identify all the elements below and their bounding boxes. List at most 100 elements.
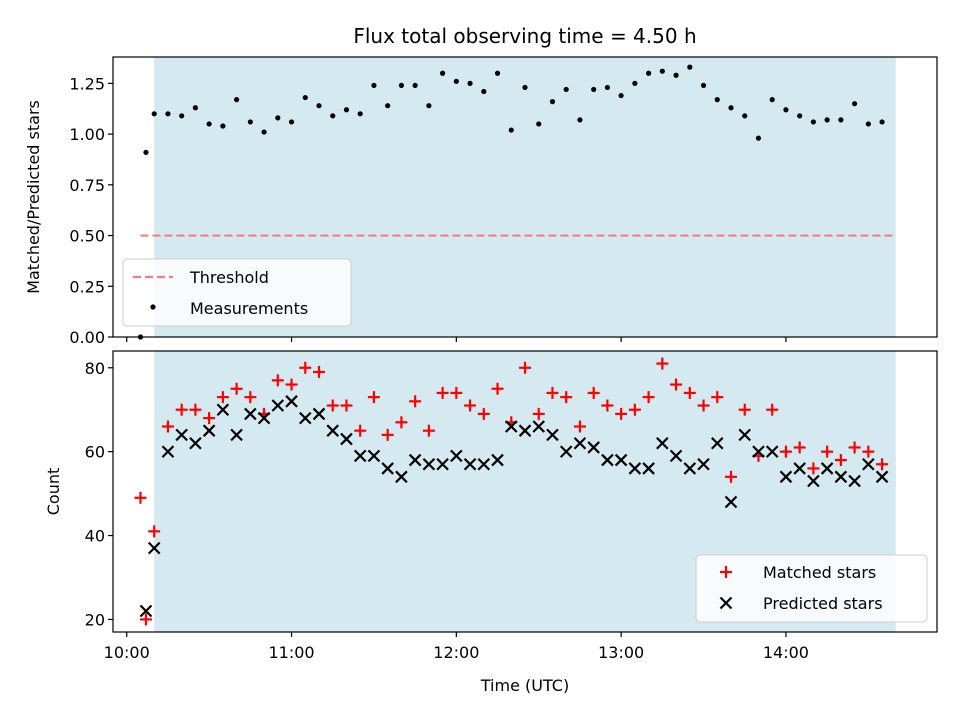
matched-star-point xyxy=(711,391,724,404)
predicted-star-point xyxy=(683,462,697,475)
measurement-point xyxy=(234,97,240,103)
measurement-point xyxy=(659,68,665,74)
bottom-y-ticks: 20 40 60 80 xyxy=(85,359,113,629)
measurement-point xyxy=(549,99,556,105)
measurement-point xyxy=(343,107,350,113)
predicted-star-point xyxy=(326,424,340,437)
predicted-star-point xyxy=(312,407,326,421)
measurement-point xyxy=(810,119,817,125)
measurement-point xyxy=(453,78,459,84)
predicted-star-point xyxy=(491,453,504,467)
predicted-star-point xyxy=(752,445,765,458)
measurement-point xyxy=(700,82,707,89)
predicted-star-point xyxy=(848,474,861,488)
measurement-point xyxy=(824,117,830,123)
measurement-point xyxy=(604,84,611,91)
matched-star-point xyxy=(244,391,257,404)
measurement-point xyxy=(879,119,885,125)
predicted-star-point xyxy=(477,457,491,471)
bottom-axes-frame xyxy=(112,350,938,633)
matched-star-point xyxy=(848,441,861,454)
predicted-star-point xyxy=(504,420,518,433)
legend-matched-label: Matched stars xyxy=(763,563,876,582)
matched-star-point xyxy=(834,454,847,467)
matched-star-point xyxy=(738,403,751,416)
measurement-point xyxy=(440,70,446,76)
top-legend: Threshold Measurements xyxy=(122,258,352,327)
predicted-star-point xyxy=(202,424,216,437)
predicted-star-point xyxy=(587,441,600,454)
top-x-ticks xyxy=(126,337,787,342)
measurement-point xyxy=(481,88,487,95)
top-axes-frame xyxy=(112,56,938,338)
matched-star-point xyxy=(642,391,655,404)
y-tick-label: 0.00 xyxy=(69,328,105,347)
x-tick-label: 10:00 xyxy=(104,643,150,662)
matched-star-point xyxy=(532,407,545,420)
matched-star-point xyxy=(354,424,367,437)
matched-star-point xyxy=(395,416,408,429)
matched-star-point xyxy=(560,391,573,404)
measurement-point xyxy=(330,113,336,119)
predicted-star-point xyxy=(669,449,683,463)
matched-star-point xyxy=(670,378,683,391)
y-tick-label: 20 xyxy=(85,610,105,629)
top-legend-box xyxy=(122,258,352,327)
measurement-point xyxy=(371,82,377,89)
measurement-point xyxy=(728,105,734,111)
matched-star-point xyxy=(367,391,380,404)
matched-stars-points xyxy=(134,357,889,626)
measurement-point xyxy=(577,117,583,123)
legend-measurements-label: Measurements xyxy=(190,299,308,318)
measurement-point xyxy=(714,97,720,103)
matched-star-point xyxy=(313,365,325,378)
matched-star-point xyxy=(148,525,161,538)
x-tick-label: 13:00 xyxy=(598,643,644,662)
predicted-star-point xyxy=(614,453,628,467)
measurement-point xyxy=(316,103,322,109)
predicted-star-point xyxy=(175,428,188,442)
matched-star-point xyxy=(203,412,216,425)
predicted-star-point xyxy=(862,457,875,471)
legend-matched-swatch xyxy=(720,566,732,578)
legend-measurements-swatch xyxy=(150,304,156,310)
measurement-point xyxy=(494,70,501,76)
measurement-point xyxy=(536,121,542,127)
measurement-point xyxy=(220,123,226,129)
bottom-panel: 20 40 60 80 10:00 11:00 12:00 13:00 14:00 Count… xyxy=(44,350,938,695)
matched-star-point xyxy=(477,407,490,420)
top-y-axis-label: Matched/Predicted stars xyxy=(24,100,43,294)
measurement-point xyxy=(357,111,363,117)
matched-star-point xyxy=(299,361,312,374)
predicted-star-point xyxy=(820,462,834,475)
measurement-point xyxy=(261,129,267,135)
predicted-star-point xyxy=(230,428,243,442)
measurement-point xyxy=(687,64,693,70)
matched-star-point xyxy=(601,399,614,412)
predicted-star-point xyxy=(298,411,312,425)
matched-star-point xyxy=(519,361,531,374)
matched-star-point xyxy=(436,386,449,399)
predicted-star-point xyxy=(738,428,752,442)
matched-star-point xyxy=(175,403,188,416)
matched-star-point xyxy=(381,428,394,441)
matched-star-point xyxy=(779,445,792,458)
measurement-point xyxy=(865,121,871,127)
predicted-star-point xyxy=(271,399,285,412)
x-axis-label: Time (UTC) xyxy=(480,676,569,695)
measurement-point xyxy=(165,111,171,117)
matched-star-point xyxy=(216,391,229,404)
measurement-point xyxy=(143,149,149,155)
measurement-point xyxy=(755,135,762,141)
measurement-point xyxy=(426,103,432,109)
predicted-star-point xyxy=(710,436,724,450)
matched-star-point xyxy=(807,462,820,475)
matched-star-point xyxy=(876,458,889,471)
predicted-star-point xyxy=(793,462,806,475)
predicted-star-point xyxy=(395,470,408,484)
measurement-point xyxy=(275,115,281,121)
predicted-star-point xyxy=(381,462,394,475)
matched-star-point xyxy=(422,424,435,437)
measurement-point xyxy=(618,92,624,99)
